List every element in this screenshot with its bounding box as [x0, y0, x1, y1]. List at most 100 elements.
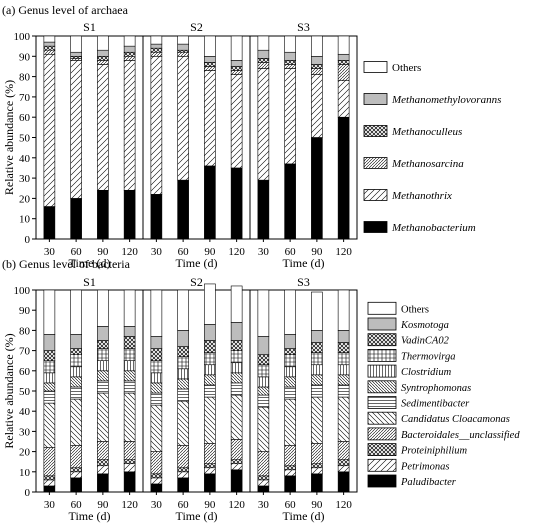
bar-segment-kosmotoga	[97, 326, 109, 341]
bar-segment-methanoculleus	[177, 49, 189, 53]
bar-segment-sedimentibacter	[150, 392, 163, 406]
bar-segment-petrimonas	[150, 477, 163, 485]
bar-segment-kosmotoga	[123, 326, 136, 337]
bar-segment-methanoculleus	[230, 66, 243, 71]
bar-segment-syntrophomonas	[43, 382, 56, 392]
legend: Paludibacter Petrimonas Proteiniphilium Bac…	[367, 301, 520, 488]
bar-segment-sedimentibacter	[257, 394, 270, 408]
bar-segment-others	[43, 289, 56, 335]
bar-segment-others	[43, 35, 56, 43]
bar-segment-sedimentibacter	[284, 386, 296, 400]
y-tick-label: 0	[25, 487, 31, 499]
bar-segment-kosmotoga	[311, 330, 323, 343]
bar-segment-petrimonas	[311, 467, 323, 475]
bar-segment-thermovirga	[257, 364, 270, 378]
bar-segment-candidatus-cloacamonas	[97, 392, 109, 442]
bar-segment-proteiniphilium	[257, 475, 270, 481]
bar-segment-vadinca02	[230, 340, 243, 351]
x-tick-label: 90	[311, 246, 323, 258]
bar-segment-bacteroidales-unclassified	[230, 439, 243, 460]
bar-segment-sedimentibacter	[43, 390, 56, 404]
bar-segment-syntrophomonas	[97, 370, 109, 382]
bar-segment-methanobacterium	[70, 198, 82, 240]
bar-segment-methanothrix	[177, 55, 189, 181]
bar-segment-methanoculleus	[150, 47, 163, 53]
bar-segment-clostridium	[311, 364, 323, 376]
x-tick-label: 90	[204, 499, 216, 511]
bar-segment-methanomethylovoranns	[70, 51, 82, 57]
bar-segment-clostridium	[177, 368, 189, 380]
bar-segment-sedimentibacter	[123, 380, 136, 394]
x-tick-label: 120	[121, 499, 138, 511]
x-tick-label: 120	[335, 246, 352, 258]
bar-segment-methanobacterium	[204, 165, 216, 240]
bar-segment-thermovirga	[284, 354, 296, 368]
bar-segment-proteiniphilium	[97, 459, 109, 467]
bar-segment-paludibacter	[97, 473, 109, 493]
x-tick-label: 120	[335, 499, 352, 511]
panel-label: S1	[83, 275, 96, 289]
bar-segment-others	[177, 35, 189, 45]
bar-segment-methanosarcina	[204, 66, 216, 71]
x-tick-label: 30	[151, 246, 163, 258]
bar-segment-candidatus-cloacamonas	[204, 396, 216, 444]
legend-entry: Thermovirga	[401, 351, 455, 362]
bar-segment-paludibacter	[177, 477, 189, 493]
bar-segment-syntrophomonas	[177, 378, 189, 390]
bar-segment-others	[150, 289, 163, 337]
bar-segment-methanobacterium	[230, 167, 243, 240]
bar-segment-paludibacter	[311, 473, 323, 493]
bar-segment-thermovirga	[70, 354, 82, 368]
bar-segment-paludibacter	[43, 485, 56, 493]
bar-segment-others	[311, 291, 323, 331]
x-axis-label: Time (d)	[69, 256, 111, 270]
x-tick-label: 30	[44, 499, 56, 511]
bar-segment-others	[70, 35, 82, 53]
bar-segment-sedimentibacter	[97, 380, 109, 394]
bar-segment-sedimentibacter	[204, 384, 216, 398]
bar-segment-others	[257, 289, 270, 337]
bar-segment-methanothrix	[311, 74, 323, 138]
x-tick-label: 120	[228, 246, 245, 258]
panel-frame	[249, 289, 358, 493]
bar-segment-methanobacterium	[177, 179, 189, 240]
bar-segment-methanothrix	[257, 68, 270, 181]
x-tick-label: 60	[178, 246, 190, 258]
bar-segment-methanomethylovoranns	[230, 60, 243, 67]
bar-segment-methanoculleus	[123, 51, 136, 57]
x-axis-label: Time (d)	[176, 256, 218, 270]
bar-segment-sedimentibacter	[70, 386, 82, 400]
bar-segment-petrimonas	[284, 469, 296, 477]
bar-segment-clostridium	[230, 362, 243, 374]
bar-segment-methanomethylovoranns	[204, 55, 216, 63]
bar-segment-vadinca02	[70, 348, 82, 355]
y-tick-label: 0	[25, 234, 31, 246]
legend-swatch	[363, 189, 388, 201]
y-axis-label: Relative abundance (%)	[2, 80, 16, 195]
bar-segment-methanomethylovoranns	[284, 51, 296, 61]
bar-segment-syntrophomonas	[230, 372, 243, 384]
bar-segment-methanothrix	[97, 64, 109, 191]
legend-swatch	[363, 157, 388, 169]
bar-segment-bacteroidales-unclassified	[123, 441, 136, 460]
bar-segment-others	[337, 289, 350, 331]
bar-segment-bacteroidales-unclassified	[337, 441, 350, 460]
bar-segment-methanobacterium	[257, 179, 270, 240]
bar-segment-paludibacter	[230, 469, 243, 493]
bar-segment-candidatus-cloacamonas	[150, 404, 163, 452]
bar-segment-others	[311, 35, 323, 57]
bar-segment-candidatus-cloacamonas	[123, 392, 136, 442]
chart-root: (a) Genus level of archaea Relative abund…	[2, 3, 520, 523]
bar-segment-thermovirga	[337, 352, 350, 366]
bar-segment-thermovirga	[204, 352, 216, 366]
bar-segment-thermovirga	[43, 360, 56, 374]
legend-entry: Paludibacter	[400, 477, 457, 488]
bar-segment-others	[70, 289, 82, 335]
x-tick-label: 120	[228, 499, 245, 511]
bar-segment-kosmotoga	[257, 336, 270, 355]
bar-segment-methanothrix	[123, 60, 136, 191]
bar-segment-others	[257, 35, 270, 51]
bar-segment-vadinca02	[284, 348, 296, 355]
bar-segment-kosmotoga	[150, 336, 163, 349]
y-tick-label: 30	[19, 173, 31, 185]
